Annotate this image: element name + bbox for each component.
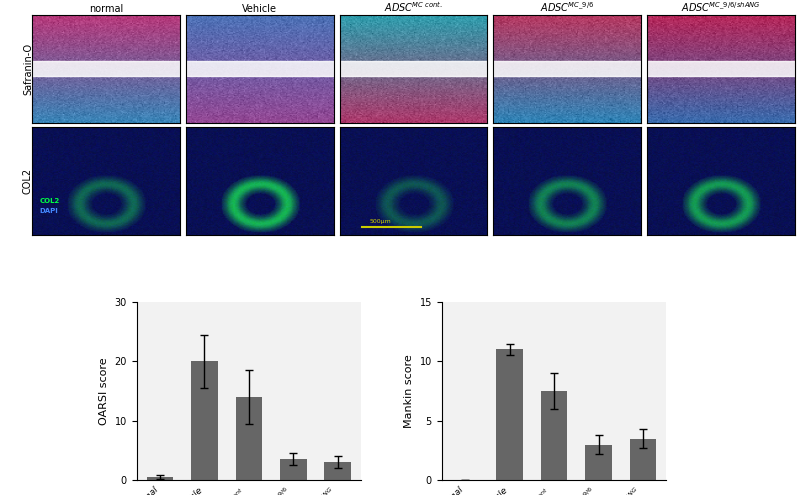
Text: 500μm: 500μm (369, 219, 391, 224)
Title: ADSC$^{MC\_9/6}$: ADSC$^{MC\_9/6}$ (540, 0, 593, 14)
Bar (496, 349, 522, 480)
Bar (585, 445, 611, 480)
Y-axis label: OARSI score: OARSI score (99, 357, 109, 425)
Title: Vehicle: Vehicle (242, 4, 277, 14)
Y-axis label: Safranin-O: Safranin-O (23, 43, 33, 95)
Bar (280, 459, 306, 480)
Bar (324, 462, 350, 480)
Y-axis label: COL2: COL2 (23, 168, 33, 194)
Bar (235, 397, 262, 480)
Bar (629, 439, 655, 480)
Title: ADSC$^{MC\_9/6/shANG}$: ADSC$^{MC\_9/6/shANG}$ (680, 0, 760, 14)
Text: COL2: COL2 (39, 198, 59, 203)
Bar (540, 391, 567, 480)
Y-axis label: Mankin score: Mankin score (403, 354, 414, 428)
Title: normal: normal (89, 4, 123, 14)
Bar (191, 361, 217, 480)
Bar (147, 477, 173, 480)
Text: DAPI: DAPI (39, 208, 59, 214)
Title: ADSC$^{MC\ cont.}$: ADSC$^{MC\ cont.}$ (383, 0, 443, 14)
